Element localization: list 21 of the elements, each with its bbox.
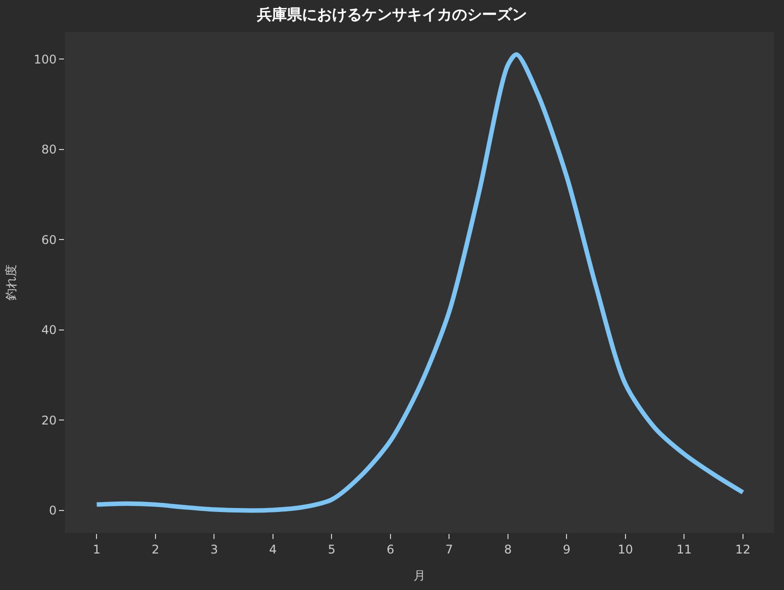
y-tick-label: 20 <box>41 413 57 428</box>
y-tick-label: 40 <box>41 323 57 338</box>
x-tick-label: 11 <box>676 542 692 556</box>
x-tick-label: 1 <box>92 542 101 556</box>
y-tick-label: 80 <box>41 142 57 157</box>
x-tick-label: 12 <box>735 542 751 556</box>
x-tick-label: 10 <box>618 542 634 556</box>
y-tick-label: 100 <box>34 52 57 66</box>
x-tick-label: 4 <box>269 542 277 556</box>
y-tick-label: 60 <box>41 232 57 247</box>
x-tick-label: 7 <box>445 542 453 556</box>
x-tick-label: 2 <box>152 542 160 556</box>
x-tick-label: 3 <box>210 542 218 556</box>
x-tick-label: 9 <box>562 542 570 556</box>
chart-title: 兵庫県におけるケンサキイカのシーズン <box>256 5 527 24</box>
y-tick-label: 0 <box>48 504 57 518</box>
x-tick-label: 8 <box>504 542 512 556</box>
x-tick-label: 6 <box>386 542 394 556</box>
y-axis-title: 釣れ度 <box>4 264 18 300</box>
x-axis-title: 月 <box>414 568 426 582</box>
x-tick-label: 5 <box>328 542 336 556</box>
